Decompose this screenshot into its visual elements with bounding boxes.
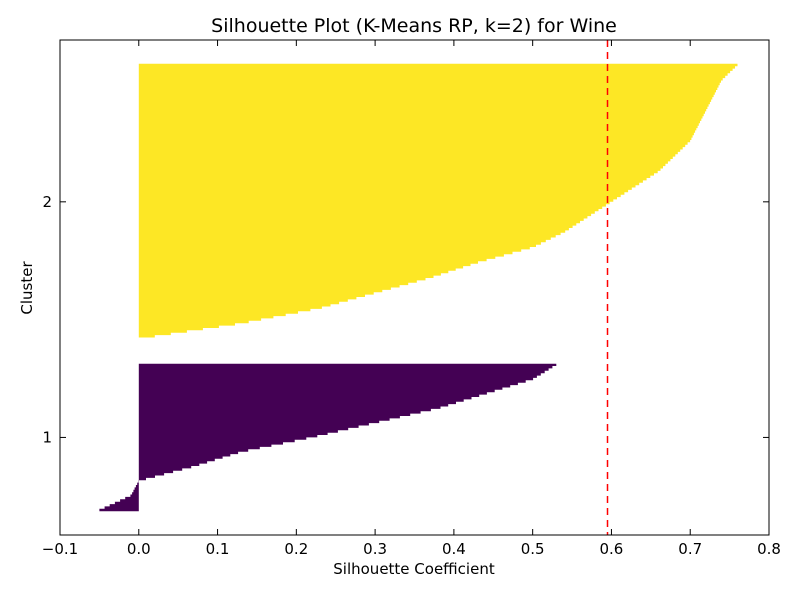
silhouette-band-cluster-2 [138,63,738,340]
x-tick-label: 0.2 [284,540,308,558]
y-tick-label: 1 [42,428,52,446]
plot-frame [59,39,770,536]
x-tick-label: 0.5 [521,540,545,558]
x-tick-label: 0.8 [757,540,781,558]
x-tick-label: −0.1 [42,540,78,558]
axis-ticks: −0.1 0.0 0.1 0.2 0.3 0.4 0.5 0.6 0.7 0.8 1 2 [42,40,781,558]
silhouette-bands [99,63,738,512]
x-tick-label: 0.1 [206,540,230,558]
y-axis-label: Cluster [18,261,36,315]
x-tick-label: 0.0 [127,540,151,558]
x-tick-label: 0.3 [363,540,387,558]
silhouette-band-cluster-1 [99,363,557,512]
x-tick-label: 0.4 [442,540,466,558]
y-tick-label: 2 [42,193,52,211]
x-axis-label: Silhouette Coefficient [333,560,495,578]
chart-title: Silhouette Plot (K-Means RP, k=2) for Wi… [211,15,617,37]
x-tick-label: 0.7 [678,540,702,558]
x-tick-label: 0.6 [600,540,624,558]
